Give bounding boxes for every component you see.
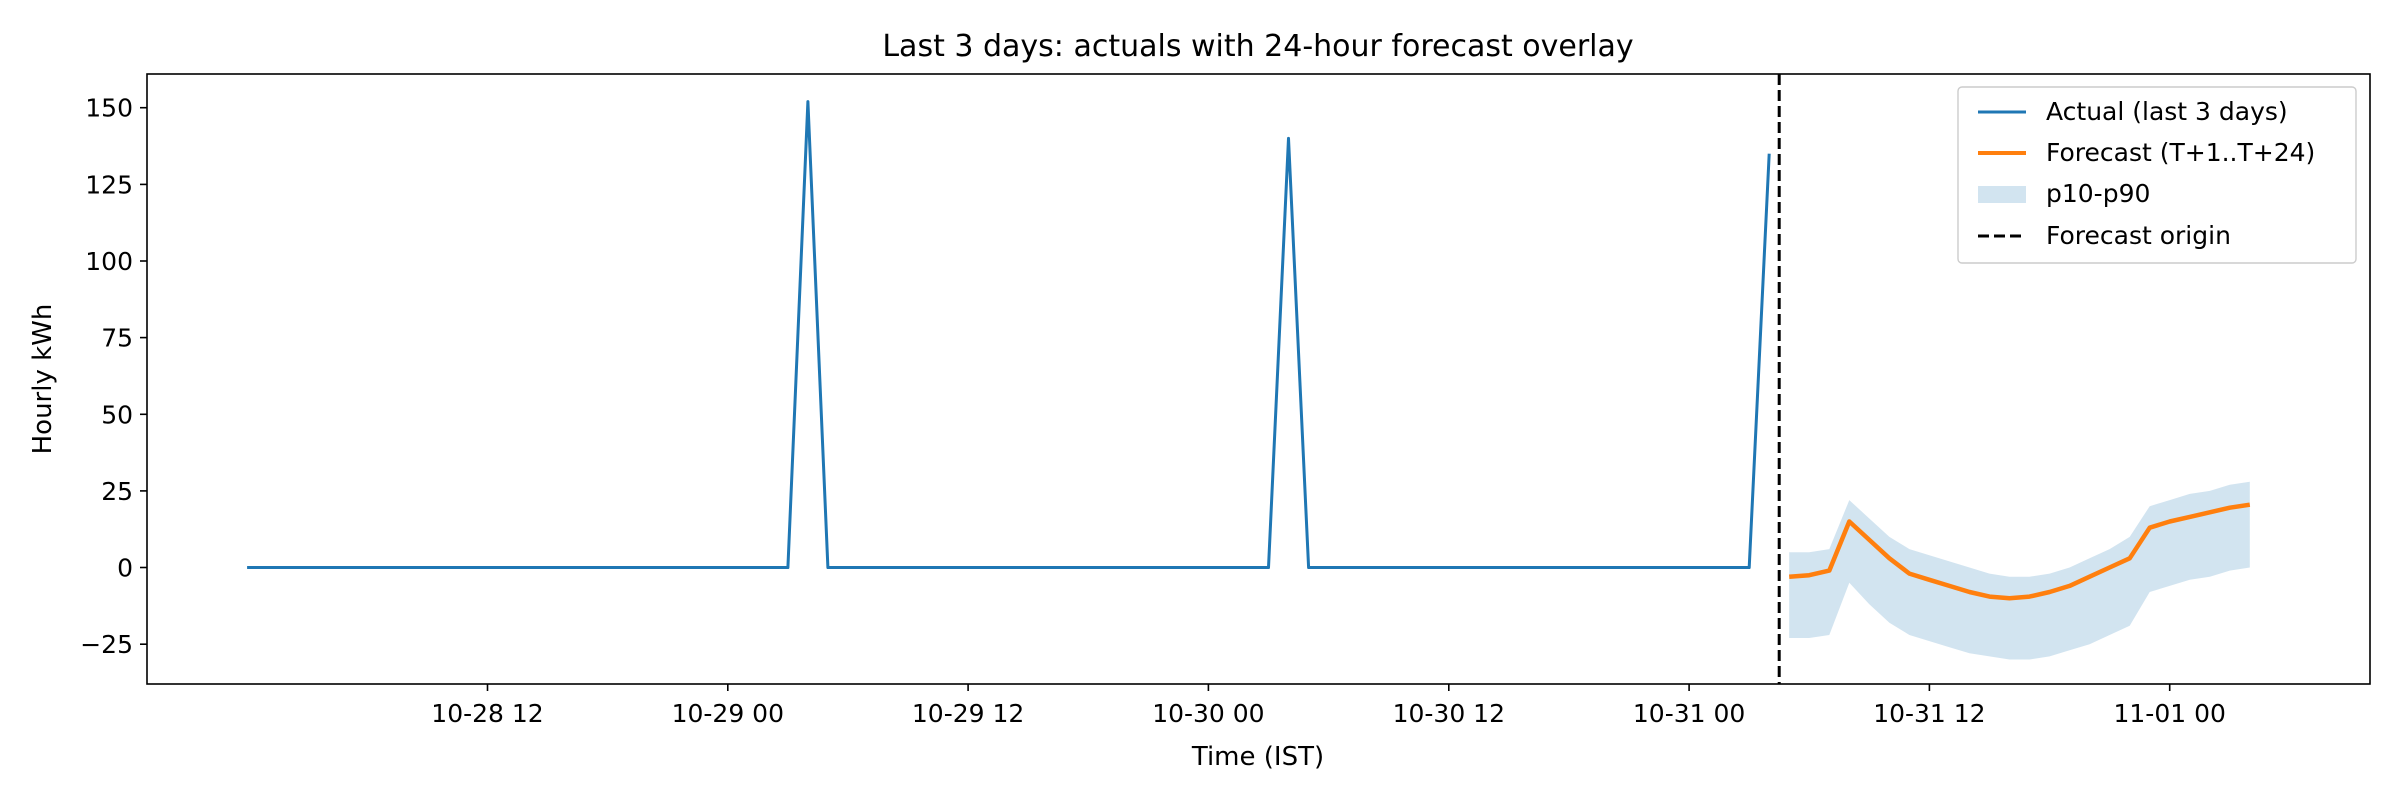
plot-area [247,74,2251,684]
y-tick-label: 150 [85,94,133,123]
legend-label-origin: Forecast origin [2046,221,2231,250]
y-tick-label: −25 [80,630,133,659]
legend-label-actual: Actual (last 3 days) [2046,97,2288,126]
y-tick-label: 125 [85,170,133,199]
x-tick-label: 10-30 12 [1393,699,1505,728]
x-tick-label: 10-28 12 [431,699,543,728]
y-tick-label: 0 [117,554,133,583]
legend: Actual (last 3 days) Forecast (T+1..T+24… [1957,86,2357,264]
y-tick-label: 75 [101,324,133,353]
series-line-forecast [1789,502,2251,601]
legend-label-forecast: Forecast (T+1..T+24) [2046,138,2315,167]
legend-label-band: p10-p90 [2046,179,2150,208]
chart-title: Last 3 days: actuals with 24-hour foreca… [882,29,1633,64]
series-line-actual [247,100,1771,569]
x-tick-label: 10-30 00 [1152,699,1264,728]
x-tick-label: 10-31 12 [1873,699,1985,728]
legend-frame [1957,86,2357,264]
y-tick-label: 100 [85,247,133,276]
x-tick-label: 10-29 00 [672,699,784,728]
y-axis-title: Hourly kWh [28,304,58,455]
x-tick-label: 11-01 00 [2113,699,2225,728]
y-axis: 150 125 100 75 50 25 0 −25 [80,94,147,659]
y-tick-label: 50 [101,400,133,429]
axes-frame [146,73,2371,685]
x-tick-label: 10-31 00 [1633,699,1745,728]
y-tick-label: 25 [101,477,133,506]
x-tick-label: 10-29 12 [912,699,1024,728]
x-axis-title: Time (IST) [1191,742,1324,772]
forecast-band-p10-p90 [1789,481,2250,660]
x-axis: 10-28 12 10-29 00 10-29 12 10-30 00 10-30 12… [431,684,2226,728]
legend-swatch-band [1978,186,2026,203]
